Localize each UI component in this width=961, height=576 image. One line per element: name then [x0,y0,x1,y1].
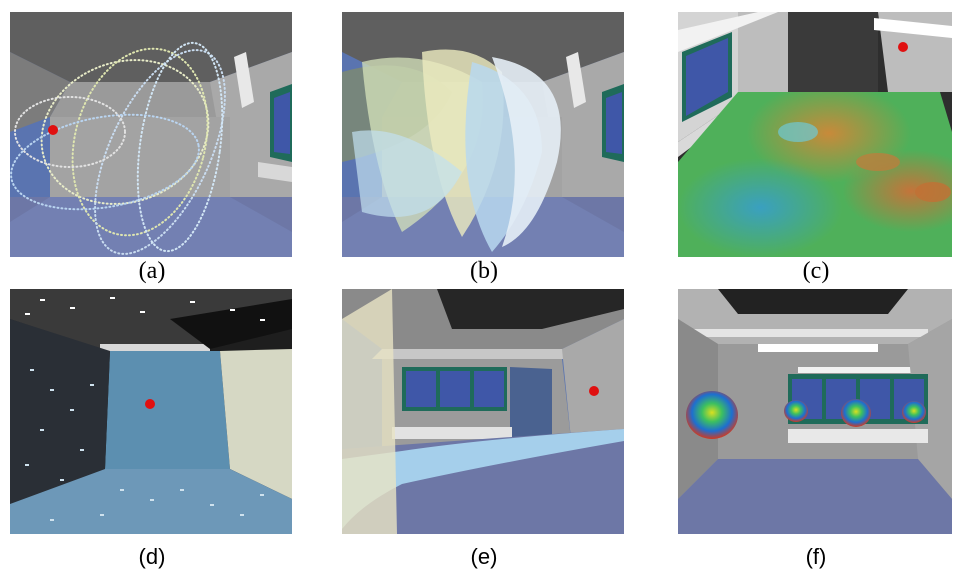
sound-source-marker [48,125,58,135]
panel-c-scene [678,12,952,257]
panel-b-wavefront-surfaces [342,12,624,257]
caption-d: (d) [138,544,166,569]
panel-d-scene [10,289,292,534]
caption-e: (e) [470,544,498,569]
panel-b-scene [342,12,624,257]
caption-a: (a) [138,258,166,284]
panel-a-wavefront-points [10,12,292,257]
caption-b: (b) [470,258,498,284]
caption-c: (c) [802,258,830,284]
panel-a-scene [10,12,292,257]
panel-f-scene [678,289,952,534]
panel-e-wavefront-slice [342,289,624,534]
panel-e-scene [342,289,624,534]
panel-f-directivity-balloons [678,289,952,534]
caption-f: (f) [805,544,827,569]
panel-c-floor-heatmap [678,12,952,257]
panel-d-surface-particles [10,289,292,534]
